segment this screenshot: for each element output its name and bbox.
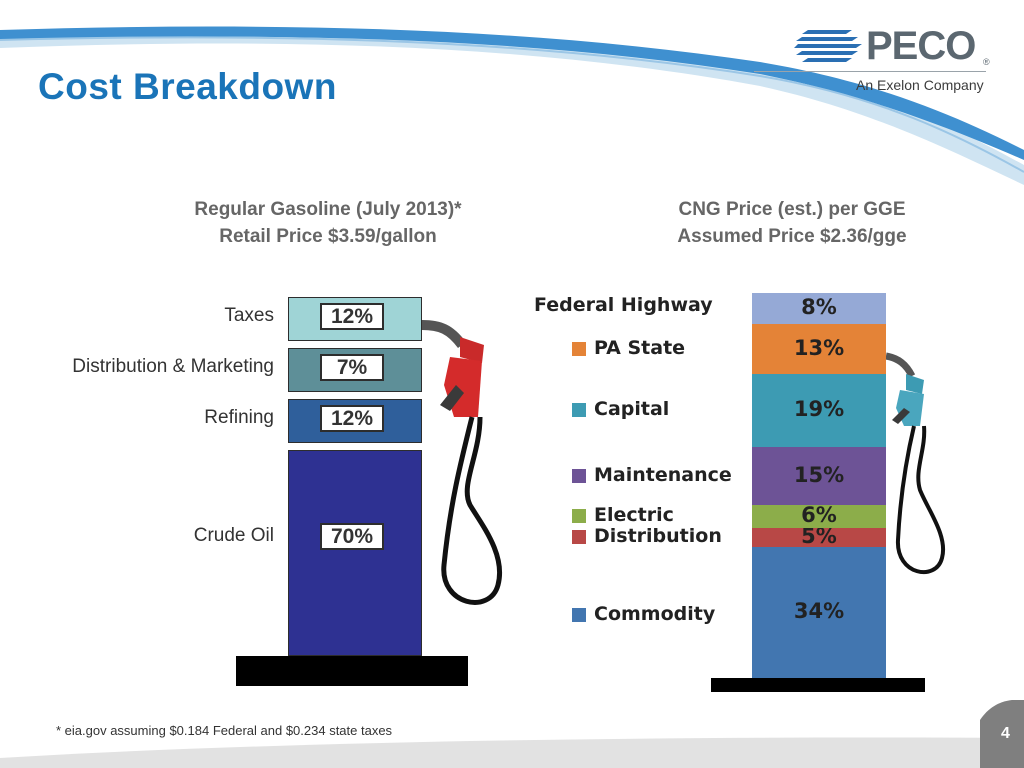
page-title: Cost Breakdown [38,66,337,107]
footer-swoosh [0,700,1024,768]
cng-legend-item: Maintenance [572,464,732,486]
cng-segment-maintenance [752,447,886,505]
gas-segment-crude-oil: 70% [288,450,422,656]
cng-segment-capital [752,373,886,447]
cng-segment-pa-state [752,323,886,374]
gas-segment-refining: 12% [288,399,422,444]
peco-logo-icon [794,30,862,62]
cng-nozzle-icon [885,352,946,575]
cng-legend-label: Capital [594,398,670,421]
cng-subtitle: Assumed Price $2.36/gge [677,226,907,247]
logo-wordmark: PECO [866,24,976,68]
cng-legend-label: PA State [594,336,686,359]
cng-title: CNG Price (est.) per GGE [678,199,906,220]
gasoline-subtitle: Retail Price $3.59/gallon [219,226,437,247]
cng-value-label: 34% [793,599,845,624]
cng-legend-item: Commodity [572,603,715,625]
logo-tagline: An Exelon Company [856,77,984,93]
gas-value-label: 7% [320,353,384,381]
cng-legend-label: Maintenance [594,463,732,486]
cng-value-label: 6% [801,503,837,528]
header-swoosh [0,26,1024,185]
cng-base [711,678,925,692]
gas-category-label: Refining [204,406,274,428]
cng-legend-item: Distribution [572,525,722,547]
gasoline-heading: Regular Gasoline (July 2013)* Retail Pri… [118,196,538,250]
cng-segment-electric [752,504,886,528]
cng-heading: CNG Price (est.) per GGE Assumed Price $… [582,196,1002,250]
legend-swatch-icon [572,509,586,524]
legend-swatch-icon [572,403,586,418]
gas-value-label: 12% [320,302,384,330]
legend-swatch-icon [572,468,586,483]
gas-value-label: 12% [320,404,384,432]
cng-segment-federal-highway [752,293,886,324]
cng-legend-item: PA State [572,337,685,359]
gas-category-label: Distribution & Marketing [72,355,274,377]
cng-legend-label: Distribution [594,525,722,548]
gas-pump-base [236,656,468,686]
cng-segment-distribution [752,527,886,548]
cng-legend-item: Capital [572,398,669,420]
cng-segment-commodity [752,547,886,678]
legend-swatch-icon [572,530,586,545]
cng-value-label: 8% [801,295,837,320]
legend-swatch-icon [572,341,586,356]
cng-value-label: 15% [793,462,845,487]
gas-category-label: Taxes [224,304,274,326]
logo-divider [754,71,986,72]
gas-category-label: Crude Oil [193,525,274,547]
gas-segment-distribution-marketing: 7% [288,348,422,393]
cng-legend-label: Commodity [594,603,716,626]
cng-value-label: 13% [793,335,845,360]
gas-value-label: 70% [320,523,384,551]
cng-value-label: 19% [793,397,845,422]
gas-nozzle-icon [421,320,502,605]
logo-registered-mark: ® [983,57,990,67]
legend-swatch-icon [572,608,586,623]
cng-value-label: 5% [801,524,837,549]
page-number: 4 [1001,725,1010,742]
cng-legend-label: Federal Highway [534,294,713,316]
cng-legend-label: Electric [594,504,674,527]
cng-legend-item: Federal Highway [534,294,713,316]
footnote: * eia.gov assuming $0.184 Federal and $0… [56,723,393,738]
gasoline-title: Regular Gasoline (July 2013)* [194,199,462,220]
gas-segment-taxes: 12% [288,297,422,342]
cng-legend-item: Electric [572,504,674,526]
